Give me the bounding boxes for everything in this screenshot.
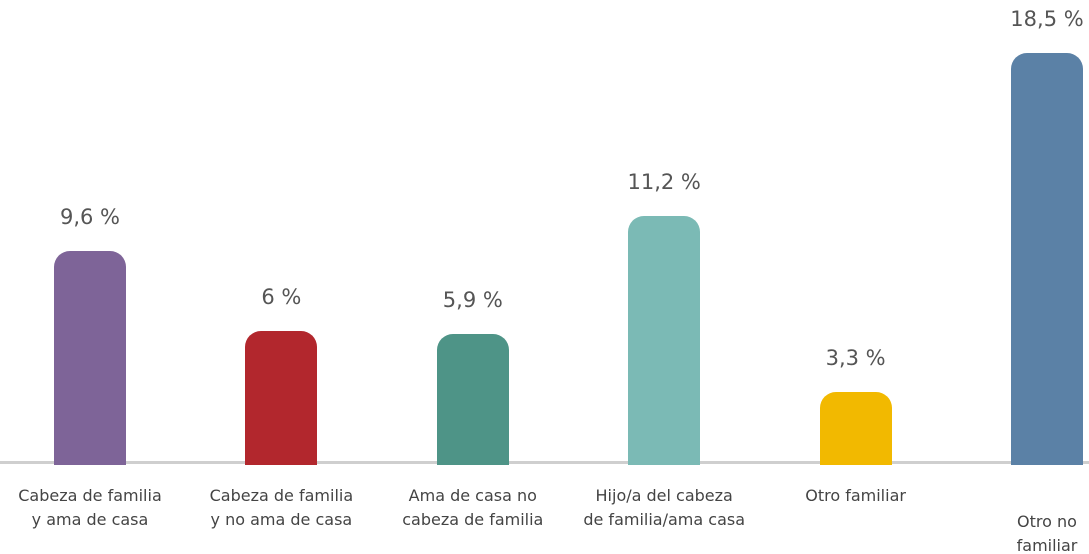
category-label: Cabeza de familia y ama de casa [18,486,162,529]
value-label: 5,9 % [442,287,503,312]
bar [1011,53,1083,465]
value-label: 18,5 % [1010,7,1084,31]
value-label: 9,6 % [59,205,121,230]
value-label: 6 % [261,285,302,310]
category-label: Ama de casa no cabeza de familia [402,486,544,529]
bar [436,333,509,465]
baseline [0,461,1089,464]
category-label: Otro familiar [805,486,906,505]
category-label: Cabeza de familia y no ama de casa [209,486,354,529]
category-label: Hijo/a del cabeza de familia/ama casa [583,486,746,529]
value-label: 11,2 % [627,169,701,194]
category-label: Otro no familiar [1016,512,1078,554]
value-label: 3,3 % [825,345,886,370]
bar [819,391,892,465]
bar [245,331,318,465]
bar [628,215,701,465]
bar [54,251,126,465]
